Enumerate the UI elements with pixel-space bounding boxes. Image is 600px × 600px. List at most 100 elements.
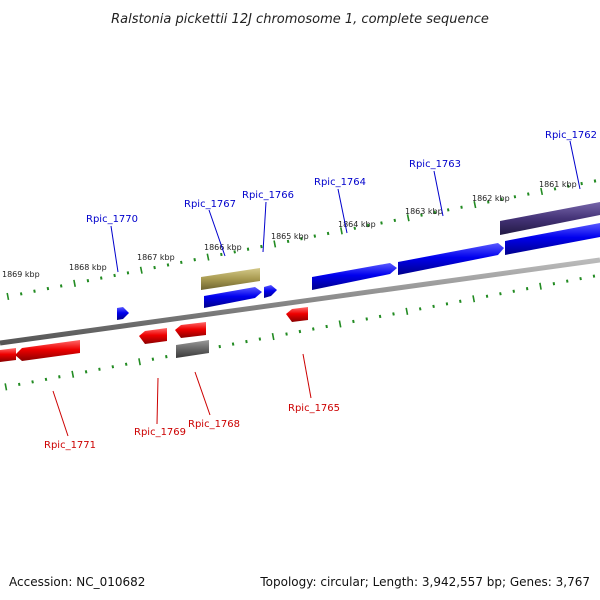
gene-rpic-1763[interactable] xyxy=(398,243,504,275)
ruler-minor-tick xyxy=(365,317,368,321)
ruler-minor-tick xyxy=(513,195,517,199)
ruler-minor-tick xyxy=(258,337,262,341)
callout-line-rpic-1764 xyxy=(337,188,348,234)
ruler-minor-tick xyxy=(366,223,370,228)
ruler-minor-tick xyxy=(432,304,435,309)
gene-partial-left[interactable] xyxy=(0,348,16,362)
ruler-major-tick xyxy=(540,187,544,196)
ruler-minor-tick xyxy=(593,179,597,183)
ruler-minor-tick xyxy=(113,273,116,278)
gene-label-rpic-1767[interactable]: Rpic_1767 xyxy=(184,199,236,210)
ruler-major-tick xyxy=(473,201,477,209)
ruler-major-tick xyxy=(539,282,542,290)
callout-lines xyxy=(52,140,581,437)
gene-rpic-1766[interactable] xyxy=(264,285,277,298)
ruler-minor-tick xyxy=(487,200,490,204)
ruler-minor-tick xyxy=(553,187,557,191)
gene-rpic-1762[interactable] xyxy=(505,223,600,255)
gene-rpic-1767[interactable] xyxy=(204,287,262,308)
ruler-minor-tick xyxy=(86,279,90,283)
ruler-minor-tick xyxy=(285,332,288,336)
kbp-label: 1867 kbp xyxy=(137,253,175,262)
callout-line-rpic-1766 xyxy=(262,201,267,253)
gene-label-rpic-1762[interactable]: Rpic_1762 xyxy=(545,130,597,141)
ruler-minor-tick xyxy=(260,244,263,249)
gene-label-rpic-1765[interactable]: Rpic_1765 xyxy=(288,403,340,414)
gene-rpic-1764[interactable] xyxy=(312,263,397,290)
callout-line-rpic-1762 xyxy=(569,140,581,190)
ruler-minor-tick xyxy=(326,231,330,236)
gene-rpic-1768-upper[interactable] xyxy=(175,322,206,338)
ruler-minor-tick xyxy=(418,307,422,311)
callout-line-rpic-1768 xyxy=(194,371,211,416)
ruler-minor-tick xyxy=(19,292,23,296)
ruler-major-tick xyxy=(271,332,275,341)
ruler-minor-tick xyxy=(246,247,250,251)
gene-rpic-1769[interactable] xyxy=(139,328,167,344)
ruler-minor-tick xyxy=(567,184,570,188)
gene-rpic-1770[interactable] xyxy=(117,307,129,320)
ruler-major-tick xyxy=(338,320,342,328)
kbp-label: 1865 kbp xyxy=(271,232,309,241)
ruler-minor-tick xyxy=(126,271,130,275)
ruler-minor-tick xyxy=(579,276,582,281)
callout-line-rpic-1769 xyxy=(156,377,159,425)
ruler-minor-tick xyxy=(300,237,303,241)
ruler-minor-tick xyxy=(218,344,221,349)
ruler-minor-tick xyxy=(552,282,556,286)
ruler-minor-tick xyxy=(512,289,515,293)
gene-rpic-1765[interactable] xyxy=(286,307,308,322)
ruler-minor-tick xyxy=(580,181,583,186)
ruler-minor-tick xyxy=(380,221,383,225)
ruler-minor-tick xyxy=(566,279,569,283)
kbp-label: 1869 kbp xyxy=(2,270,40,279)
ruler-minor-tick xyxy=(527,192,530,196)
gene-label-rpic-1768[interactable]: Rpic_1768 xyxy=(188,419,240,430)
ruler-minor-tick xyxy=(151,357,155,361)
callout-line-rpic-1771 xyxy=(52,390,69,437)
ruler-major-tick xyxy=(206,253,210,261)
ruler-minor-tick xyxy=(460,205,463,209)
ruler-minor-tick xyxy=(446,208,450,212)
ruler-minor-tick xyxy=(46,286,50,291)
ruler-minor-tick xyxy=(378,314,382,319)
ruler-minor-tick xyxy=(298,329,302,334)
gene-label-rpic-1770[interactable]: Rpic_1770 xyxy=(86,214,138,225)
callout-line-rpic-1767 xyxy=(208,209,226,257)
ruler-minor-tick xyxy=(352,319,355,324)
ruler-major-tick xyxy=(405,307,409,315)
ruler-minor-tick xyxy=(31,380,34,384)
ruler-major-tick xyxy=(73,279,76,287)
ruler-minor-tick xyxy=(100,276,103,280)
ruler-minor-tick xyxy=(84,370,88,374)
gene-label-rpic-1763[interactable]: Rpic_1763 xyxy=(409,159,461,170)
rna-feature-olive[interactable] xyxy=(201,268,260,290)
gene-rpic-1771[interactable] xyxy=(15,340,80,361)
reverse-features xyxy=(0,307,308,362)
gene-label-rpic-1769[interactable]: Rpic_1769 xyxy=(134,427,186,438)
ruler-minor-tick xyxy=(165,355,168,359)
ruler-minor-tick xyxy=(459,299,462,303)
kbp-label: 1864 kbp xyxy=(338,220,376,229)
kbp-label: 1866 kbp xyxy=(204,243,242,252)
ruler-minor-tick xyxy=(44,377,48,382)
gene-label-rpic-1764[interactable]: Rpic_1764 xyxy=(314,177,366,188)
summary-text: Topology: circular; Length: 3,942,557 bp… xyxy=(259,575,590,589)
gene-label-rpic-1766[interactable]: Rpic_1766 xyxy=(242,190,294,201)
ruler-minor-tick xyxy=(286,239,290,244)
ruler-minor-tick xyxy=(59,284,63,288)
ruler-minor-tick xyxy=(98,367,101,371)
rna-feature-forward[interactable] xyxy=(500,202,600,235)
gene-rpic-1768[interactable] xyxy=(176,340,209,358)
ruler-minor-tick xyxy=(245,339,248,344)
ruler-major-tick xyxy=(71,370,75,378)
map-title: Ralstonia pickettii 12J chromosome 1, co… xyxy=(111,12,489,27)
ruler-minor-tick xyxy=(18,382,21,386)
ruler-minor-tick xyxy=(33,289,36,293)
ruler-minor-tick xyxy=(58,375,61,379)
gene-label-rpic-1771[interactable]: Rpic_1771 xyxy=(44,440,96,451)
ruler-major-tick xyxy=(6,292,10,301)
ruler-minor-tick xyxy=(166,263,170,267)
ruler-major-tick xyxy=(340,227,343,235)
